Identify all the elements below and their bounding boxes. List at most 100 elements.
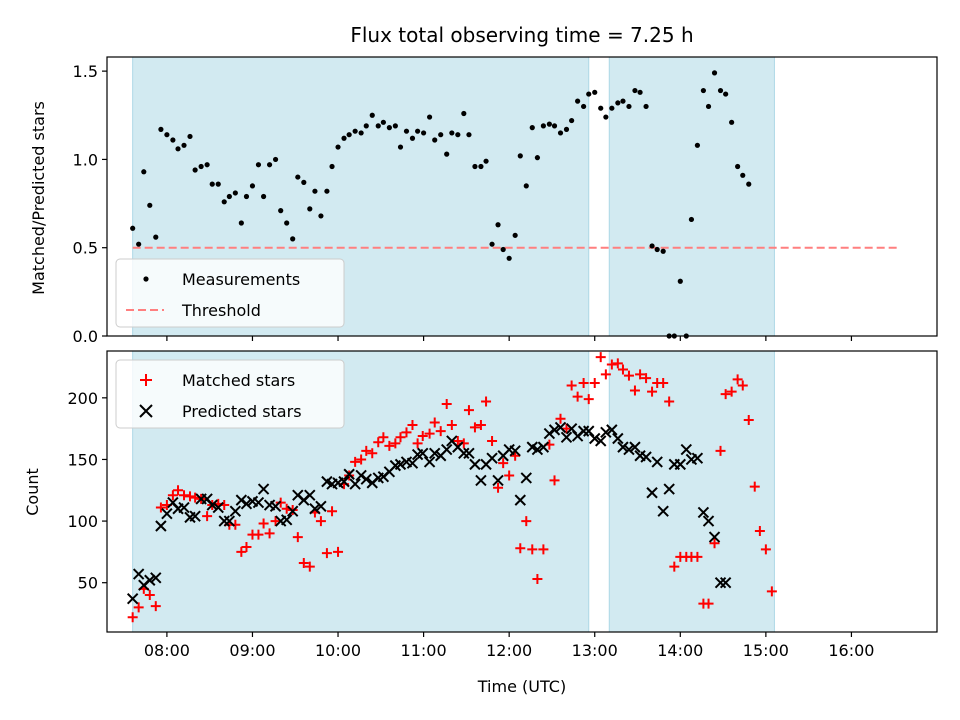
predicted-star-point <box>304 489 316 501</box>
matched-star-point <box>475 419 486 430</box>
matched-star-point <box>600 369 611 380</box>
measurement-point <box>740 172 746 178</box>
measurement-point <box>592 89 598 95</box>
measurement-point <box>295 174 301 180</box>
predicted-star-point <box>463 447 475 460</box>
predicted-star-point <box>229 505 242 517</box>
measurement-point <box>226 193 232 200</box>
matched-star-point <box>572 391 583 402</box>
matched-star-point <box>384 440 395 451</box>
matched-star-point <box>709 538 720 549</box>
measurement-point <box>660 248 666 254</box>
matched-star-point <box>527 544 538 555</box>
measurement-point <box>626 103 632 110</box>
predicted-star-point <box>577 425 590 437</box>
predicted-star-point <box>315 500 327 512</box>
measurement-point <box>495 222 501 228</box>
measurement-point <box>380 119 386 125</box>
x-tick-label: 16:00 <box>828 641 874 660</box>
measurement-point <box>586 91 592 97</box>
matched-star-point <box>469 422 480 433</box>
matched-star-point <box>327 506 338 517</box>
measurement-point <box>272 156 279 163</box>
matched-star-point <box>190 492 201 503</box>
matched-star-point <box>356 454 367 465</box>
measurement-point <box>284 220 290 226</box>
x-tick-label: 14:00 <box>657 641 703 660</box>
measurement-point <box>175 146 181 152</box>
predicted-star-point <box>417 447 429 460</box>
matched-star-point <box>566 380 577 391</box>
measurement-point <box>312 188 318 194</box>
measurement-point <box>523 183 529 189</box>
measurement-point <box>551 123 558 129</box>
predicted-star-point <box>595 435 607 447</box>
y-tick-label: 150 <box>67 450 98 469</box>
matched-star-point <box>298 557 309 568</box>
measurement-point <box>512 232 518 238</box>
matched-star-point <box>361 445 372 456</box>
y-tick-label: 0.5 <box>73 239 98 258</box>
measurement-point <box>729 119 735 125</box>
legend-label: Matched stars <box>182 371 295 390</box>
measurement-point <box>534 155 541 161</box>
matched-star-point <box>446 419 457 430</box>
matched-star-point <box>583 394 594 405</box>
predicted-star-point <box>520 472 532 484</box>
measurement-point <box>529 125 535 131</box>
measurement-point <box>746 181 752 187</box>
measurement-point <box>483 158 489 164</box>
matched-star-point <box>452 435 463 446</box>
x-tick-label: 08:00 <box>144 641 190 660</box>
measurement-point <box>278 208 284 214</box>
predicted-star-point <box>223 515 236 527</box>
matched-star-point <box>493 482 504 493</box>
measurement-point <box>307 206 313 212</box>
measurement-point <box>221 199 227 205</box>
predicted-star-point <box>691 452 704 464</box>
predicted-star-point <box>702 515 715 527</box>
matched-star-point <box>504 470 515 481</box>
matched-star-point <box>629 385 640 396</box>
matched-star-point <box>766 586 777 597</box>
measurement-point <box>575 98 581 104</box>
legend-label: Threshold <box>181 301 261 320</box>
predicted-star-point <box>531 443 544 456</box>
matched-star-point <box>275 497 286 508</box>
matched-star-point <box>202 511 213 522</box>
measurement-point <box>215 181 221 187</box>
matched-star-point <box>185 491 195 502</box>
matched-star-point <box>555 413 566 424</box>
matched-star-point <box>435 426 446 437</box>
x-tick-label: 10:00 <box>315 641 361 660</box>
matched-star-point <box>510 450 521 461</box>
counts-panel: 50 100 150 200 08:00 09:00 10:00 11:00 12:00 13:0… <box>67 350 938 660</box>
matched-star-point <box>703 598 714 609</box>
matched-star-point <box>578 378 589 389</box>
measurement-point <box>466 132 472 138</box>
observing-window <box>608 350 775 633</box>
matched-star-point <box>304 561 315 572</box>
measurement-point <box>238 220 244 226</box>
predicted-star-point <box>554 421 567 434</box>
legend-marker-predicted <box>139 404 153 418</box>
matched-star-point <box>367 448 378 459</box>
matched-star-point <box>737 380 748 391</box>
matched-star-point <box>720 389 731 400</box>
matched-star-point <box>498 458 509 469</box>
predicted-star-point <box>560 431 573 443</box>
measurement-point <box>449 130 455 136</box>
measurement-point <box>232 190 238 196</box>
measurement-point <box>723 91 729 97</box>
matched-star-point <box>732 374 743 385</box>
predicted-star-point <box>606 424 618 436</box>
predicted-star-point <box>629 441 641 453</box>
measurement-point <box>615 100 621 106</box>
matched-star-point <box>589 378 600 389</box>
matched-star-point <box>253 529 264 540</box>
measurement-point <box>500 246 506 253</box>
measurement-point <box>204 162 210 168</box>
predicted-star-point <box>440 443 453 456</box>
matched-star-point <box>641 373 652 384</box>
ratio-panel: 0.0 0.5 1.0 1.5 Measurements Threshold <box>73 56 938 346</box>
